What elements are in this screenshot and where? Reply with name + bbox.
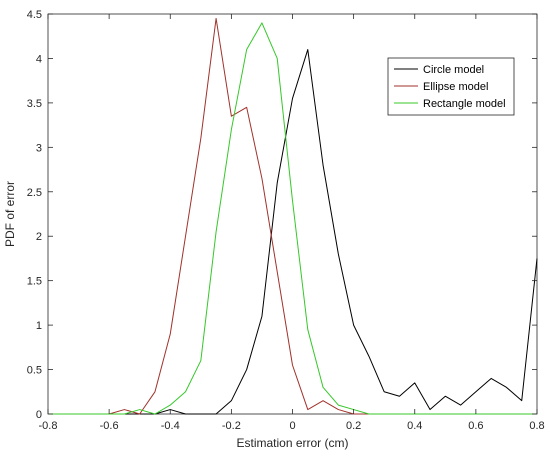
y-tick-label: 1.5 xyxy=(27,276,42,288)
series-line-3 xyxy=(48,22,537,415)
x-tick-label: 0.6 xyxy=(468,420,483,432)
y-tick-label: 4 xyxy=(36,53,42,65)
x-axis-label: Estimation error (cm) xyxy=(236,436,348,450)
legend-label: Rectangle model xyxy=(423,98,506,110)
y-tick-label: 1 xyxy=(36,320,42,332)
y-tick-label: 3 xyxy=(36,142,42,154)
legend-label: Ellipse model xyxy=(423,81,488,93)
x-tick-label: -0.6 xyxy=(100,420,119,432)
x-tick-label: -0.8 xyxy=(39,420,58,432)
series-line-1 xyxy=(48,49,538,415)
x-tick-label: 0 xyxy=(289,420,295,432)
x-tick-label: -0.4 xyxy=(161,420,180,432)
series-group xyxy=(48,17,538,415)
legend-label: Circle model xyxy=(423,64,484,76)
y-axis-ticks: 0 0.5 1 1.5 2 2.5 3 3.5 4 4.5 xyxy=(27,9,537,421)
y-tick-label: 2.5 xyxy=(27,187,42,199)
legend: Circle model Ellipse model Rectangle model xyxy=(387,57,515,116)
x-tick-label: 0.8 xyxy=(529,420,544,432)
x-tick-label: 0.2 xyxy=(346,420,361,432)
x-tick-label: -0.2 xyxy=(222,420,241,432)
y-tick-label: 0 xyxy=(36,409,42,421)
y-axis-label: PDF of error xyxy=(3,181,17,247)
x-axis-ticks: -0.8 -0.6 -0.4 -0.2 0 0.2 0.4 0.6 0.8 xyxy=(39,14,545,432)
x-tick-label: 0.4 xyxy=(407,420,422,432)
y-tick-label: 2 xyxy=(36,231,42,243)
y-tick-label: 4.5 xyxy=(27,9,42,21)
y-tick-label: 3.5 xyxy=(27,98,42,110)
y-tick-label: 0.5 xyxy=(27,365,42,377)
legend-items: Circle model Ellipse model Rectangle model xyxy=(394,64,506,110)
